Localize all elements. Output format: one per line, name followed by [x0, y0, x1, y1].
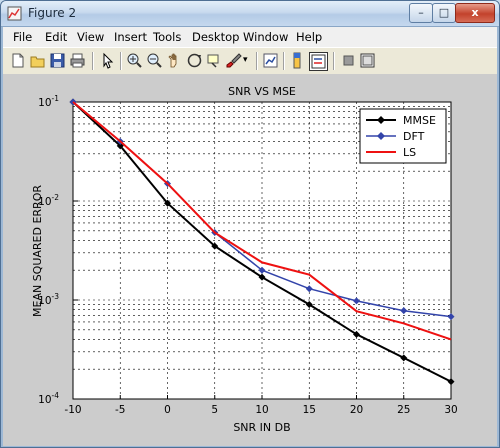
show-plot-tools-icon[interactable] — [359, 52, 376, 69]
series-line-ls — [72, 101, 452, 341]
data-point-dft — [400, 307, 408, 315]
data-point-dft — [258, 266, 266, 274]
menu-help[interactable]: Help — [296, 30, 323, 44]
legend-label-ls: LS — [403, 146, 416, 159]
data-point-dft — [447, 313, 455, 321]
link-plot-icon[interactable] — [262, 52, 279, 69]
data-point-mmse — [400, 354, 408, 362]
x-tick-label: -5 — [115, 404, 125, 416]
chart-legend[interactable]: MMSE DFT LS — [359, 108, 447, 164]
zoom-out-icon[interactable] — [146, 52, 163, 69]
data-cursor-icon[interactable] — [206, 52, 223, 69]
data-point-dft — [305, 285, 313, 293]
chart-series — [69, 98, 455, 386]
toolbar-separator — [333, 52, 335, 70]
menu-bar: File Edit View Insert Tools Desktop Wind… — [3, 27, 497, 47]
menu-desktop[interactable]: Desktop — [192, 30, 240, 44]
legend-label-mmse: MMSE — [403, 114, 436, 127]
brush-icon[interactable] — [226, 52, 243, 69]
menu-insert[interactable]: Insert — [114, 30, 147, 44]
x-tick-label: 10 — [255, 404, 268, 416]
y-axis-label: MEAN SQUARED ERROR — [31, 185, 44, 317]
x-tick-label: -10 — [64, 404, 81, 416]
colorbar-icon[interactable] — [289, 52, 306, 69]
minimize-button[interactable]: – — [409, 3, 433, 23]
data-point-mmse — [211, 242, 219, 250]
close-button[interactable]: x — [455, 3, 495, 23]
x-axis-ticks: -10 -5 0 5 10 15 20 25 30 — [64, 395, 458, 416]
new-figure-icon[interactable] — [9, 52, 26, 69]
data-point-mmse — [305, 301, 313, 309]
data-point-mmse — [258, 273, 266, 281]
x-tick-label: 15 — [303, 404, 316, 416]
y-tick-label: 10-4 — [38, 391, 59, 406]
brush-dropdown-icon[interactable]: ▾ — [243, 55, 248, 65]
chart-title: SNR VS MSE — [228, 85, 296, 98]
x-tick-label: 20 — [350, 404, 363, 416]
open-file-icon[interactable] — [29, 52, 46, 69]
figure-canvas: -10 -5 0 5 10 15 20 25 30 10-1 10-2 10-3 10-4 SNR V… — [3, 74, 497, 446]
x-tick-label: 30 — [444, 404, 457, 416]
menu-window[interactable]: Window — [243, 30, 289, 44]
x-tick-label: 5 — [211, 404, 218, 416]
toolbar-separator — [283, 52, 285, 70]
data-point-dft — [353, 297, 360, 305]
title-bar[interactable]: Figure 2 – □ x — [1, 1, 499, 27]
x-tick-label: 25 — [397, 404, 410, 416]
select-arrow-icon[interactable] — [99, 52, 116, 69]
legend-icon[interactable] — [309, 52, 328, 71]
line-chart: -10 -5 0 5 10 15 20 25 30 10-110-210-310-4 SNR V… — [31, 85, 458, 434]
save-icon[interactable] — [49, 52, 66, 69]
legend-marker-dft — [377, 132, 385, 140]
zoom-in-icon[interactable] — [126, 52, 143, 69]
data-point-mmse — [164, 199, 171, 207]
data-point-mmse — [353, 330, 360, 338]
legend-marker-mmse — [377, 116, 385, 124]
rotate-3d-icon[interactable] — [186, 52, 203, 69]
y-axis-ticks: 10-110-210-310-4 — [38, 94, 78, 406]
x-tick-label: 0 — [164, 404, 171, 416]
menu-tools[interactable]: Tools — [153, 30, 182, 44]
toolbar-separator — [120, 52, 122, 70]
figure-toolbar: ▾ — [3, 47, 497, 75]
toolbar-separator — [92, 52, 94, 70]
matlab-figure-icon — [7, 6, 22, 21]
menu-file[interactable]: File — [13, 30, 33, 44]
maximize-button[interactable]: □ — [432, 3, 456, 23]
x-axis-label: SNR IN DB — [233, 421, 290, 434]
legend-label-dft: DFT — [403, 130, 425, 143]
pan-hand-icon[interactable] — [166, 52, 183, 69]
y-tick-label: 10-1 — [38, 94, 59, 109]
window-title: Figure 2 — [28, 6, 77, 20]
menu-view[interactable]: View — [77, 30, 105, 44]
data-point-mmse — [447, 378, 455, 386]
hide-plot-tools-icon[interactable] — [340, 52, 357, 69]
menu-edit[interactable]: Edit — [45, 30, 68, 44]
toolbar-separator — [256, 52, 258, 70]
print-icon[interactable] — [69, 52, 86, 69]
